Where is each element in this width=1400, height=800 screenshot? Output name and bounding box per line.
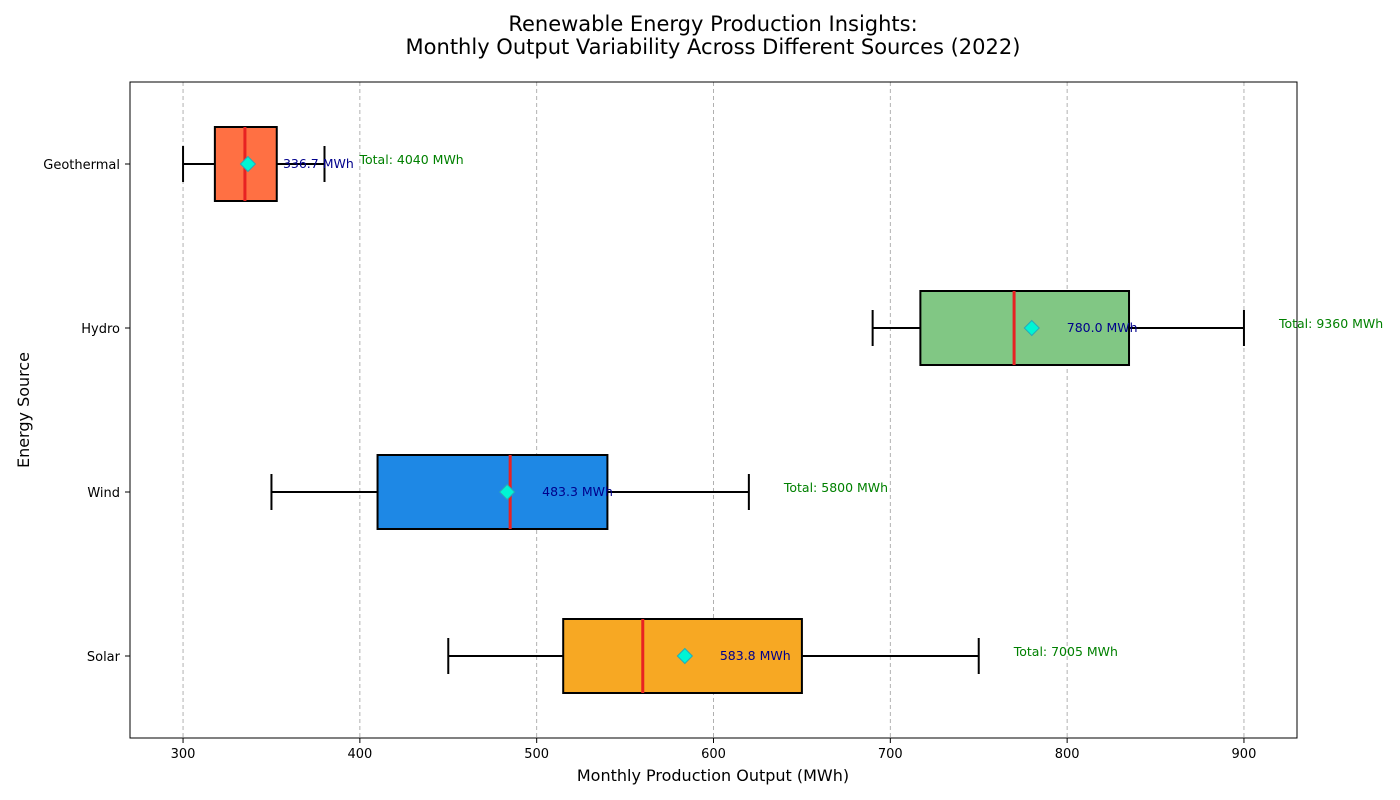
boxes <box>182 126 1245 694</box>
mean-value-label: 483.3 MWh <box>542 484 613 499</box>
x-axis-label: Monthly Production Output (MWh) <box>577 766 849 785</box>
box-group-wind <box>270 454 750 530</box>
chart-title-line-2: Monthly Output Variability Across Differ… <box>406 35 1021 59</box>
x-tick-label: 600 <box>701 747 726 762</box>
box-group-geothermal <box>182 126 326 202</box>
y-tick-label: Wind <box>87 486 120 501</box>
annotations: 583.8 MWh Total: 7005 MWh 483.3 MWh Total: … <box>283 152 1383 663</box>
total-value-label: Total: 4040 MWh <box>359 152 464 167</box>
x-axis-ticks: 300 400 500 600 700 800 900 <box>171 738 1257 762</box>
y-tick-label: Hydro <box>81 322 120 337</box>
iqr-box <box>919 290 1131 366</box>
box-group-hydro <box>871 290 1245 366</box>
mean-value-label: 336.7 MWh <box>283 156 354 171</box>
y-axis-ticks: Solar Wind Hydro Geothermal <box>43 158 130 665</box>
chart-title-line-1: Renewable Energy Production Insights: <box>508 12 917 36</box>
mean-value-label: 780.0 MWh <box>1067 320 1138 335</box>
x-tick-label: 500 <box>524 747 549 762</box>
total-value-label: Total: 5800 MWh <box>783 480 888 495</box>
total-value-label: Total: 7005 MWh <box>1013 644 1118 659</box>
y-tick-label: Solar <box>87 650 121 665</box>
x-tick-label: 400 <box>347 747 372 762</box>
y-axis-label: Energy Source <box>14 352 33 468</box>
mean-marker <box>676 647 694 665</box>
x-tick-label: 800 <box>1055 747 1080 762</box>
x-tick-label: 700 <box>878 747 903 762</box>
x-tick-label: 300 <box>171 747 196 762</box>
total-value-label: Total: 9360 MWh <box>1278 316 1383 331</box>
mean-marker <box>239 155 257 173</box>
y-tick-label: Geothermal <box>43 158 120 173</box>
iqr-box <box>376 454 609 530</box>
mean-value-label: 583.8 MWh <box>720 648 791 663</box>
mean-marker <box>498 483 516 501</box>
box-group-solar <box>447 618 980 694</box>
mean-marker <box>1023 319 1040 337</box>
x-tick-label: 900 <box>1232 747 1257 762</box>
